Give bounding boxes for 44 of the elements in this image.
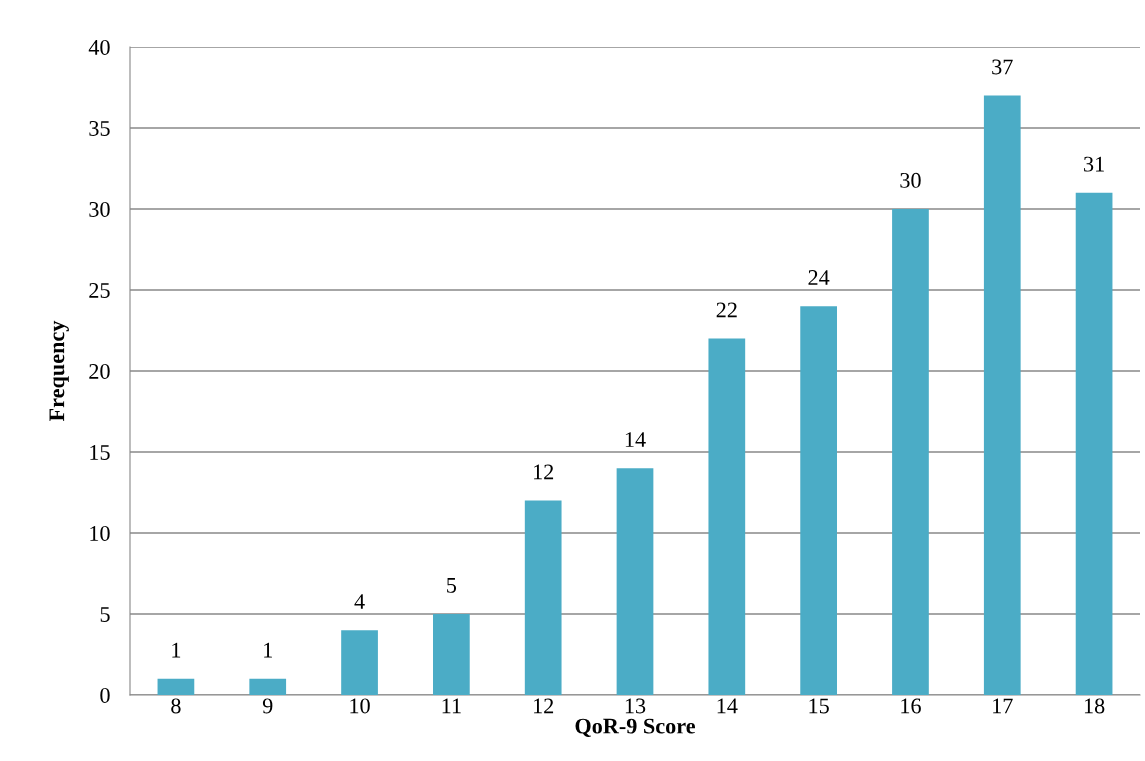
x-tick-label: 8 [171, 698, 181, 714]
bar [433, 614, 470, 695]
data-label: 5 [447, 578, 457, 593]
x-tick-label: 13 [625, 698, 646, 714]
bar [157, 678, 195, 695]
data-label: 24 [808, 270, 830, 285]
bar [341, 630, 378, 695]
x-tick-label: 14 [717, 698, 738, 714]
x-tick-label: 16 [901, 698, 921, 714]
data-label: 22 [716, 302, 737, 318]
x-axis-title: QoR-9 Score [575, 718, 696, 737]
data-label: 4 [354, 594, 365, 609]
bar [616, 468, 654, 695]
y-tick-label: 0 [100, 687, 110, 703]
bar [892, 209, 929, 695]
data-label: 1 [264, 642, 272, 658]
x-tick-label: 10 [350, 698, 370, 714]
data-label: 30 [900, 172, 921, 188]
bar [708, 338, 746, 695]
x-tick-label: 11 [442, 698, 461, 714]
y-tick-label: 25 [89, 282, 110, 298]
bar [524, 500, 562, 695]
y-tick-label: 40 [88, 39, 110, 55]
data-label: 31 [1084, 156, 1104, 172]
bar [1075, 192, 1113, 695]
y-tick-label: 15 [90, 445, 110, 460]
y-tick-label: 10 [90, 525, 110, 541]
y-axis-title: Frequency [49, 320, 69, 422]
x-tick-label: 17 [993, 698, 1013, 714]
bar [249, 678, 287, 695]
data-label: 14 [625, 432, 646, 447]
x-tick-label: 18 [1084, 698, 1105, 714]
y-tick-label: 35 [89, 120, 110, 136]
bar [800, 306, 837, 695]
x-tick-label: 15 [809, 698, 829, 714]
data-label: 12 [534, 464, 554, 480]
x-tick-label: 9 [262, 698, 273, 714]
y-tick-label: 5 [100, 607, 110, 622]
data-label: 1 [172, 642, 181, 658]
x-tick-label: 12 [534, 698, 554, 714]
bar [983, 95, 1021, 695]
y-tick-label: 30 [89, 201, 110, 217]
data-label: 37 [992, 59, 1013, 75]
y-tick-label: 20 [89, 363, 110, 379]
